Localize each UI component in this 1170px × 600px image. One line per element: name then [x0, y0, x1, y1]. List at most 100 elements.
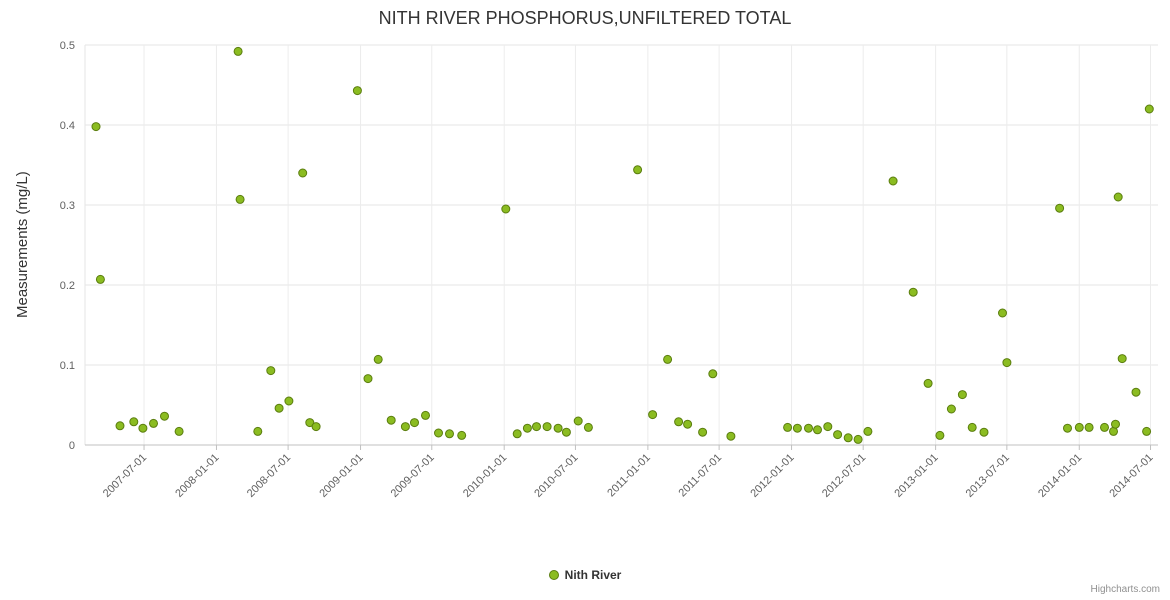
data-point[interactable]	[386, 415, 396, 425]
data-point[interactable]	[583, 422, 593, 432]
data-point[interactable]	[266, 366, 276, 376]
data-point[interactable]	[683, 419, 693, 429]
data-point[interactable]	[663, 354, 673, 364]
data-point[interactable]	[1131, 387, 1141, 397]
x-axis-tick-label: 2009-07-01	[389, 452, 437, 500]
data-point[interactable]	[1144, 104, 1154, 114]
data-point[interactable]	[888, 176, 898, 186]
data-point[interactable]	[935, 430, 945, 440]
y-axis-tick-label: 0.5	[60, 40, 75, 52]
y-axis-tick-label: 0.3	[60, 200, 75, 212]
data-point[interactable]	[253, 426, 263, 436]
data-point[interactable]	[633, 165, 643, 175]
data-point[interactable]	[305, 418, 315, 428]
y-axis-tick-label: 0	[69, 440, 75, 452]
data-point[interactable]	[863, 426, 873, 436]
y-axis-tick-label: 0.4	[60, 120, 75, 132]
data-point[interactable]	[522, 423, 532, 433]
credits-link[interactable]: Highcharts.com	[1090, 584, 1160, 595]
data-point[interactable]	[1002, 358, 1012, 368]
data-point[interactable]	[298, 168, 308, 178]
y-axis-tick-label: 0.1	[60, 360, 75, 372]
data-point[interactable]	[792, 423, 802, 433]
data-point[interactable]	[726, 431, 736, 441]
data-point[interactable]	[1117, 354, 1127, 364]
data-point[interactable]	[833, 430, 843, 440]
x-axis-tick-label: 2014-01-01	[1036, 452, 1084, 500]
chart-title: NITH RIVER PHOSPHORUS,UNFILTERED TOTAL	[378, 8, 792, 28]
data-point[interactable]	[363, 374, 373, 384]
data-point[interactable]	[923, 378, 933, 388]
y-axis-title: Measurements (mg/L)	[14, 171, 31, 319]
data-point[interactable]	[946, 404, 956, 414]
data-point[interactable]	[804, 423, 813, 433]
data-point[interactable]	[1142, 426, 1152, 436]
data-point[interactable]	[174, 426, 184, 436]
data-point[interactable]	[1100, 422, 1109, 432]
data-point[interactable]	[138, 423, 148, 433]
legend-marker-icon	[548, 570, 559, 580]
data-point[interactable]	[115, 421, 125, 431]
data-point[interactable]	[532, 422, 541, 432]
data-point[interactable]	[1113, 192, 1123, 202]
data-point[interactable]	[1111, 419, 1120, 429]
data-point[interactable]	[129, 417, 139, 427]
data-point[interactable]	[783, 422, 793, 432]
data-point[interactable]	[979, 427, 989, 437]
data-point[interactable]	[1055, 203, 1065, 213]
data-point[interactable]	[853, 434, 863, 444]
data-point[interactable]	[373, 354, 383, 364]
data-point[interactable]	[542, 422, 552, 432]
data-point[interactable]	[708, 369, 718, 379]
x-axis-tick-label: 2008-07-01	[245, 452, 293, 500]
data-point[interactable]	[284, 396, 294, 406]
data-point[interactable]	[457, 430, 467, 440]
data-point[interactable]	[149, 418, 158, 428]
data-point[interactable]	[311, 422, 321, 432]
data-point[interactable]	[410, 418, 419, 428]
x-axis-tick-label: 2008-01-01	[173, 452, 221, 500]
x-axis-tick-label: 2007-07-01	[101, 452, 149, 500]
x-axis-tick-label: 2009-01-01	[317, 452, 365, 500]
data-point[interactable]	[674, 417, 684, 427]
data-point[interactable]	[95, 274, 105, 284]
data-point[interactable]	[561, 427, 571, 437]
y-axis-tick-label: 0.2	[60, 280, 75, 292]
data-point[interactable]	[957, 390, 967, 400]
data-point[interactable]	[512, 429, 522, 439]
data-point[interactable]	[421, 410, 430, 420]
data-point[interactable]	[823, 422, 833, 432]
data-point[interactable]	[648, 410, 658, 420]
data-point[interactable]	[434, 428, 443, 438]
data-point[interactable]	[274, 403, 284, 413]
data-point[interactable]	[573, 416, 583, 426]
x-axis-tick-label: 2013-01-01	[892, 452, 940, 500]
data-point[interactable]	[400, 422, 410, 432]
data-point[interactable]	[352, 86, 362, 96]
data-point[interactable]	[235, 194, 245, 204]
x-axis-tick-label: 2010-07-01	[532, 452, 580, 500]
data-point[interactable]	[501, 204, 511, 214]
data-point[interactable]	[1074, 422, 1084, 432]
data-point[interactable]	[160, 411, 169, 421]
data-point[interactable]	[1084, 422, 1094, 432]
legend-label: Nith River	[564, 568, 622, 582]
x-axis-tick-label: 2011-07-01	[677, 452, 725, 500]
data-point[interactable]	[967, 422, 977, 432]
data-point[interactable]	[998, 308, 1007, 318]
data-point[interactable]	[553, 423, 563, 433]
data-point[interactable]	[445, 429, 454, 439]
data-point[interactable]	[843, 433, 853, 443]
x-axis-tick-label: 2012-01-01	[748, 452, 796, 500]
legend-item-nith-river[interactable]: Nith River	[0, 568, 1170, 582]
data-point[interactable]	[698, 427, 708, 437]
x-axis-tick-label: 2013-07-01	[964, 452, 1012, 500]
data-point[interactable]	[233, 46, 243, 56]
data-point[interactable]	[1063, 423, 1072, 433]
x-axis-tick-label: 2012-07-01	[820, 452, 868, 500]
data-point[interactable]	[908, 287, 918, 297]
data-point[interactable]	[813, 425, 822, 435]
data-point[interactable]	[91, 122, 101, 132]
